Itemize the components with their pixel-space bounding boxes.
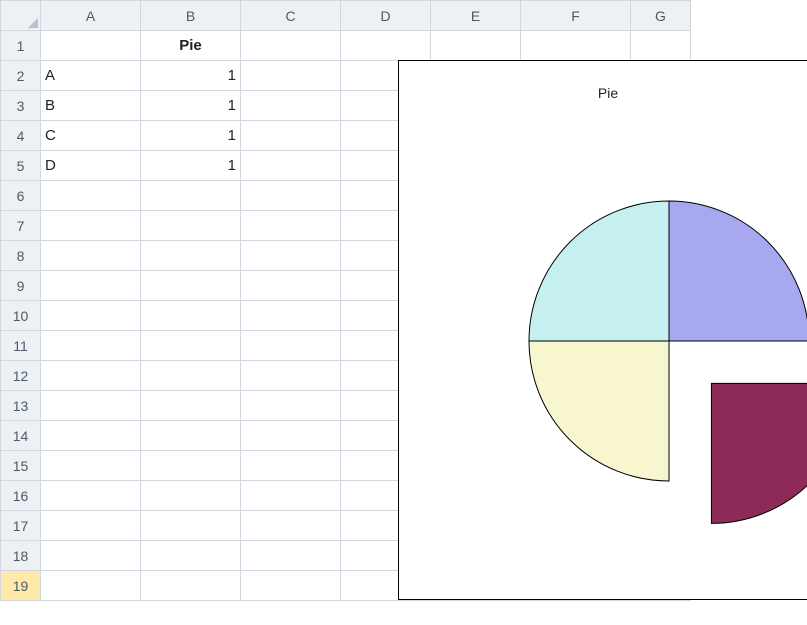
cell-A11[interactable] xyxy=(41,331,141,361)
cell-A3[interactable]: B xyxy=(41,91,141,121)
cell-A13[interactable] xyxy=(41,391,141,421)
chart-frame[interactable]: Pie xyxy=(398,60,807,600)
row-header-14[interactable]: 14 xyxy=(1,421,41,451)
row-header-10[interactable]: 10 xyxy=(1,301,41,331)
cell-A5[interactable]: D xyxy=(41,151,141,181)
cell-B12[interactable] xyxy=(141,361,241,391)
cell-C8[interactable] xyxy=(241,241,341,271)
cell-B14[interactable] xyxy=(141,421,241,451)
cell-C17[interactable] xyxy=(241,511,341,541)
cell-A17[interactable] xyxy=(41,511,141,541)
cell-A16[interactable] xyxy=(41,481,141,511)
cell-C12[interactable] xyxy=(241,361,341,391)
column-header-E[interactable]: E xyxy=(431,1,521,31)
column-header-row: ABCDEFG xyxy=(1,1,691,31)
cell-B9[interactable] xyxy=(141,271,241,301)
pie-slice-B[interactable] xyxy=(711,383,807,523)
row-header-5[interactable]: 5 xyxy=(1,151,41,181)
row-header-18[interactable]: 18 xyxy=(1,541,41,571)
cell-C13[interactable] xyxy=(241,391,341,421)
cell-B2[interactable]: 1 xyxy=(141,61,241,91)
cell-B6[interactable] xyxy=(141,181,241,211)
row-1: 1 Pie xyxy=(1,31,691,61)
cell-B4[interactable]: 1 xyxy=(141,121,241,151)
row-header-15[interactable]: 15 xyxy=(1,451,41,481)
cell-B3[interactable]: 1 xyxy=(141,91,241,121)
cell-E1[interactable] xyxy=(431,31,521,61)
column-header-D[interactable]: D xyxy=(341,1,431,31)
cell-B11[interactable] xyxy=(141,331,241,361)
pie-slice-C[interactable] xyxy=(529,341,669,481)
cell-C6[interactable] xyxy=(241,181,341,211)
cell-B1[interactable]: Pie xyxy=(141,31,241,61)
cell-C15[interactable] xyxy=(241,451,341,481)
cell-A18[interactable] xyxy=(41,541,141,571)
cell-A10[interactable] xyxy=(41,301,141,331)
cell-B13[interactable] xyxy=(141,391,241,421)
cell-A15[interactable] xyxy=(41,451,141,481)
cell-C19[interactable] xyxy=(241,571,341,601)
cell-B19[interactable] xyxy=(141,571,241,601)
row-header-13[interactable]: 13 xyxy=(1,391,41,421)
cell-A19[interactable] xyxy=(41,571,141,601)
cell-C5[interactable] xyxy=(241,151,341,181)
cell-C14[interactable] xyxy=(241,421,341,451)
cell-C3[interactable] xyxy=(241,91,341,121)
cell-C4[interactable] xyxy=(241,121,341,151)
row-header-1[interactable]: 1 xyxy=(1,31,41,61)
cell-C9[interactable] xyxy=(241,271,341,301)
row-header-6[interactable]: 6 xyxy=(1,181,41,211)
column-header-F[interactable]: F xyxy=(521,1,631,31)
cell-C11[interactable] xyxy=(241,331,341,361)
row-header-19[interactable]: 19 xyxy=(1,571,41,601)
cell-C10[interactable] xyxy=(241,301,341,331)
row-header-17[interactable]: 17 xyxy=(1,511,41,541)
cell-B10[interactable] xyxy=(141,301,241,331)
cell-C16[interactable] xyxy=(241,481,341,511)
row-header-12[interactable]: 12 xyxy=(1,361,41,391)
row-header-16[interactable]: 16 xyxy=(1,481,41,511)
cell-C2[interactable] xyxy=(241,61,341,91)
cell-C7[interactable] xyxy=(241,211,341,241)
column-header-B[interactable]: B xyxy=(141,1,241,31)
pie-slice-D[interactable] xyxy=(529,201,669,341)
cell-A8[interactable] xyxy=(41,241,141,271)
column-header-C[interactable]: C xyxy=(241,1,341,31)
cell-B16[interactable] xyxy=(141,481,241,511)
cell-B7[interactable] xyxy=(141,211,241,241)
chart-title: Pie xyxy=(399,85,807,101)
cell-A7[interactable] xyxy=(41,211,141,241)
cell-B8[interactable] xyxy=(141,241,241,271)
cell-A12[interactable] xyxy=(41,361,141,391)
cell-F1[interactable] xyxy=(521,31,631,61)
pie-chart[interactable] xyxy=(469,181,807,601)
column-header-G[interactable]: G xyxy=(631,1,691,31)
row-header-9[interactable]: 9 xyxy=(1,271,41,301)
row-header-11[interactable]: 11 xyxy=(1,331,41,361)
row-header-7[interactable]: 7 xyxy=(1,211,41,241)
cell-B5[interactable]: 1 xyxy=(141,151,241,181)
cell-A6[interactable] xyxy=(41,181,141,211)
cell-A2[interactable]: A xyxy=(41,61,141,91)
row-header-8[interactable]: 8 xyxy=(1,241,41,271)
cell-A4[interactable]: C xyxy=(41,121,141,151)
cell-C1[interactable] xyxy=(241,31,341,61)
row-header-2[interactable]: 2 xyxy=(1,61,41,91)
row-header-4[interactable]: 4 xyxy=(1,121,41,151)
cell-A14[interactable] xyxy=(41,421,141,451)
cell-B18[interactable] xyxy=(141,541,241,571)
select-all-corner[interactable] xyxy=(1,1,41,31)
cell-B17[interactable] xyxy=(141,511,241,541)
cell-G1[interactable] xyxy=(631,31,691,61)
row-header-3[interactable]: 3 xyxy=(1,91,41,121)
cell-C18[interactable] xyxy=(241,541,341,571)
cell-A1[interactable] xyxy=(41,31,141,61)
cell-B15[interactable] xyxy=(141,451,241,481)
column-header-A[interactable]: A xyxy=(41,1,141,31)
cell-A9[interactable] xyxy=(41,271,141,301)
cell-D1[interactable] xyxy=(341,31,431,61)
pie-slice-A[interactable] xyxy=(669,201,807,341)
